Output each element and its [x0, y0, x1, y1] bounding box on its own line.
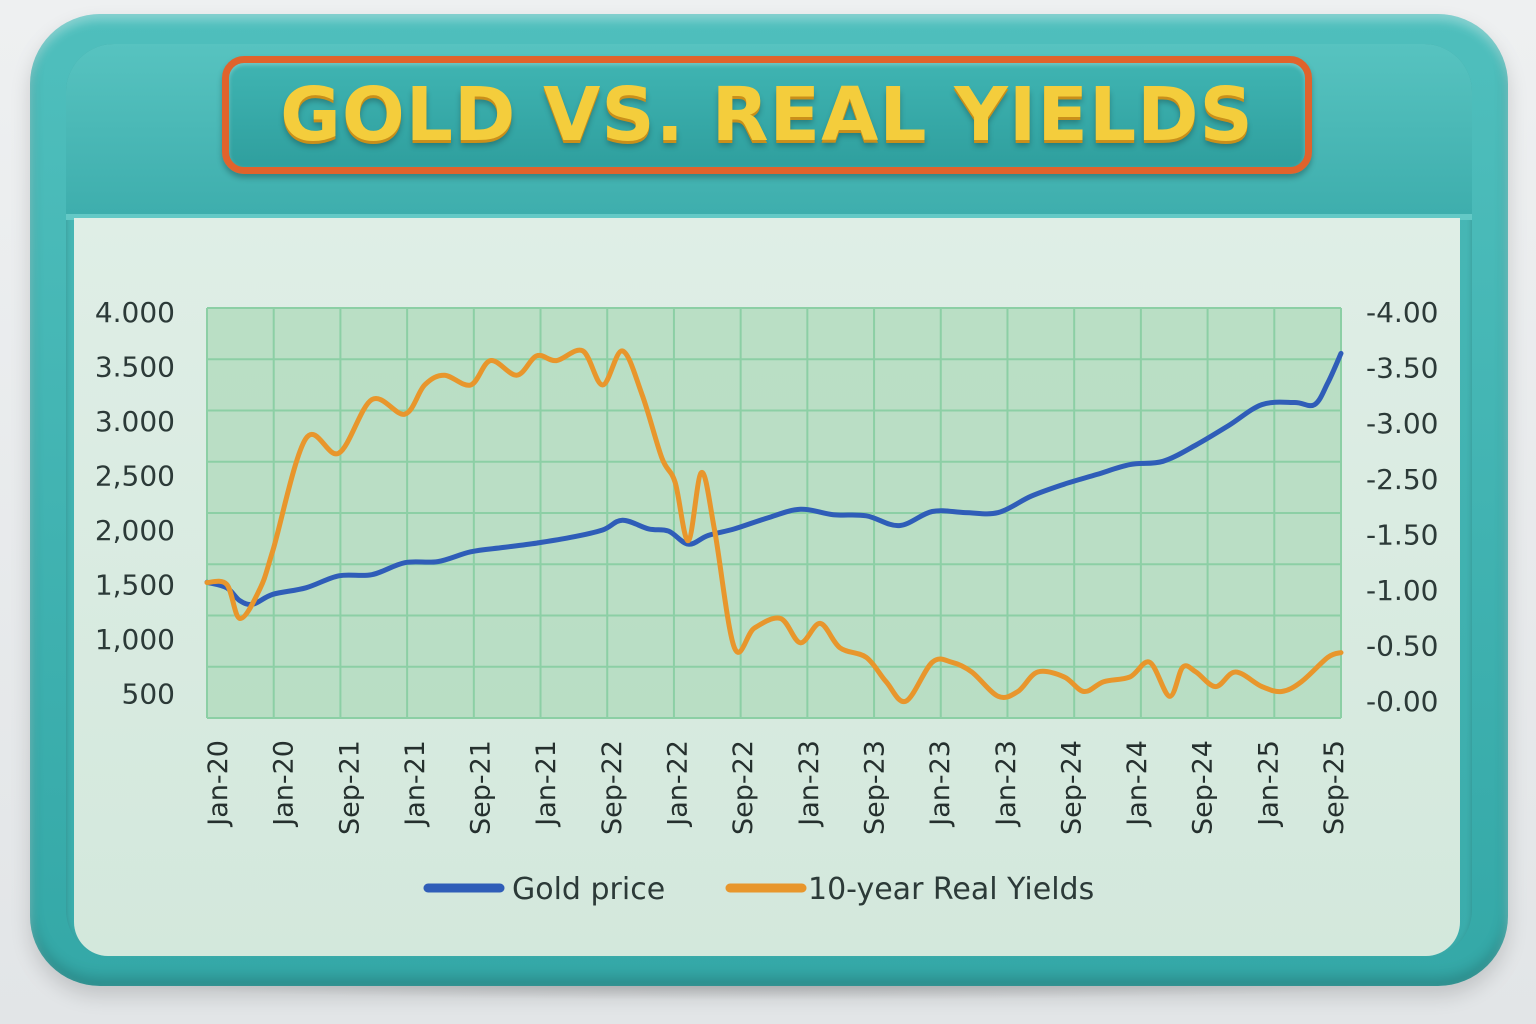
- x-tick-label: Jan-23: [794, 740, 825, 828]
- right-tick-label: -1.50: [1366, 518, 1438, 551]
- right-tick-label: -0.00: [1366, 685, 1438, 718]
- x-tick-label: Jan-23: [925, 740, 956, 828]
- legend-gold-price-label: Gold price: [512, 872, 665, 907]
- x-tick-label: Sep-22: [728, 740, 759, 835]
- x-tick-label: Sep-22: [597, 740, 628, 835]
- right-tick-label: -2.50: [1366, 463, 1438, 496]
- x-tick-label: Sep-24: [1056, 740, 1087, 835]
- x-tick-label: Jan-24: [1122, 740, 1153, 828]
- x-tick-label: Jan-22: [663, 740, 694, 828]
- right-axis: -4.00 -3.50 -3.00 -2.50 -1.50 -1.00 -0.50 -0.00: [1366, 296, 1438, 718]
- right-tick-label: -1.00: [1366, 574, 1438, 607]
- left-tick-label: 3.000: [95, 405, 175, 438]
- legend: Gold price 10-year Real Yields: [423, 872, 1094, 907]
- left-axis: 4.000 3.500 3.000 2,500 2,000 1,500 1,000 500: [95, 296, 175, 711]
- x-axis: Jan-20 Jan-20 Sep-21 Jan-21 Sep-21 Jan-21 Sep-…: [203, 740, 1350, 835]
- real-yields-line: [204, 347, 1344, 705]
- right-tick-label: -0.50: [1366, 630, 1438, 663]
- title-box: GOLD VS. REAL YIELDS: [222, 56, 1312, 174]
- x-tick-label: Sep-21: [466, 740, 497, 835]
- chart-title: GOLD VS. REAL YIELDS: [280, 72, 1254, 158]
- gold-price-line: [204, 350, 1344, 607]
- right-tick-label: -3.50: [1366, 352, 1438, 385]
- series-lines: [204, 347, 1344, 705]
- left-tick-label: 500: [122, 678, 175, 711]
- legend-real-yields-label: 10-year Real Yields: [808, 872, 1094, 907]
- x-tick-label: Jan-20: [203, 740, 234, 828]
- x-tick-label: Sep-21: [334, 740, 365, 835]
- right-tick-label: -3.00: [1366, 407, 1438, 440]
- left-tick-label: 1,500: [95, 569, 175, 602]
- x-tick-label: Jan-20: [269, 740, 300, 828]
- left-tick-label: 3.500: [95, 351, 175, 384]
- left-tick-label: 4.000: [95, 296, 175, 329]
- left-tick-label: 2,500: [95, 460, 175, 493]
- x-tick-label: Sep-23: [859, 740, 890, 835]
- grid: [206, 307, 1342, 719]
- x-tick-label: Sep-24: [1188, 740, 1219, 835]
- x-tick-label: Jan-23: [991, 740, 1022, 828]
- x-tick-label: Sep-25: [1319, 740, 1350, 835]
- right-tick-label: -4.00: [1366, 296, 1438, 329]
- x-tick-label: Jan-21: [531, 740, 562, 828]
- left-tick-label: 2,000: [95, 514, 175, 547]
- left-tick-label: 1,000: [95, 623, 175, 656]
- x-tick-label: Jan-21: [400, 740, 431, 828]
- x-tick-label: Jan-25: [1253, 740, 1284, 828]
